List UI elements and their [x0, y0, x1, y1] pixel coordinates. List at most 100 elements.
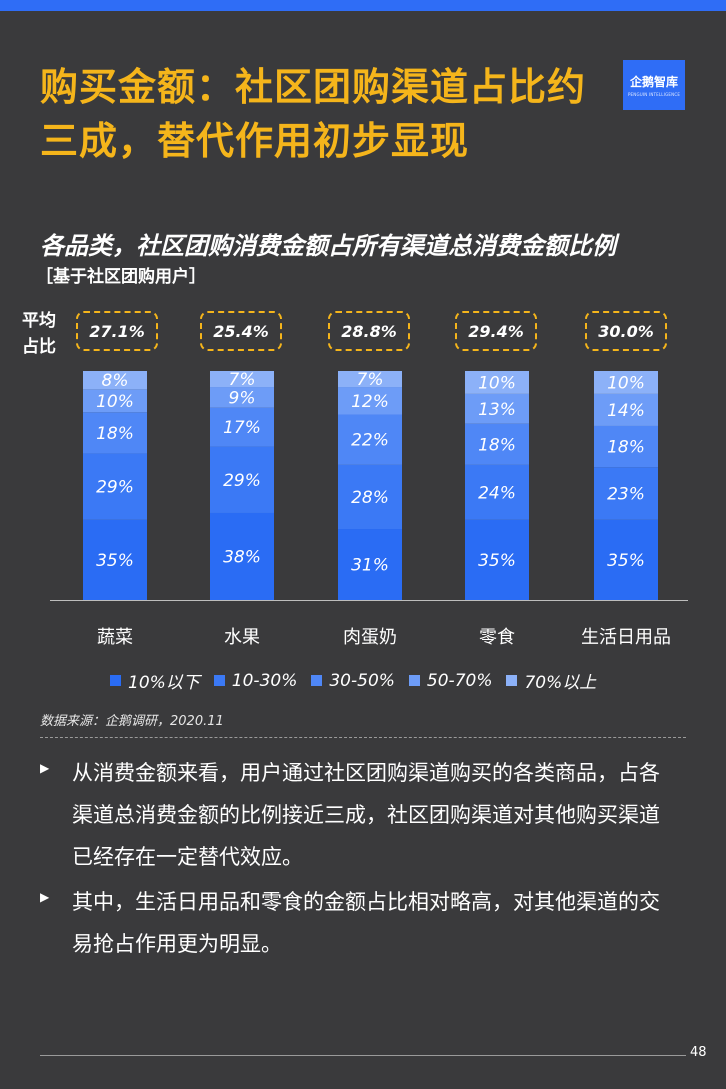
bar-segment: [338, 529, 402, 600]
data-label: 28%: [351, 488, 389, 508]
bullet-text: 从消费金额来看，用户通过社区团购渠道购买的各类商品，占各渠道总消费金额的比例接近…: [72, 761, 660, 869]
logo-subtext: PENGUIN INTELLIGENCE: [627, 92, 681, 97]
bar-segment: [465, 464, 529, 520]
legend-swatch: [110, 675, 121, 686]
bar-segment: [594, 519, 658, 600]
bullet-item: ▶ 其中，生活日用品和零食的金额占比相对略高，对其他渠道的交易抢占作用更为明显。: [40, 881, 660, 965]
category-label: 生活日用品: [581, 627, 671, 648]
bar-segment: [594, 425, 658, 468]
bar-segment: [210, 407, 274, 447]
legend-swatch: [506, 675, 518, 686]
logo-text: 企鹅智库: [629, 75, 678, 89]
data-label: 29%: [223, 471, 261, 491]
data-label: 13%: [478, 400, 516, 420]
chart-subtitle: ［基于社区团购用户］: [36, 267, 206, 287]
category-label: 蔬菜: [97, 627, 133, 648]
data-label: 22%: [351, 431, 389, 451]
legend-item: 10%以下: [110, 668, 200, 693]
data-label: 9%: [229, 388, 256, 408]
bar-segment: [210, 446, 274, 513]
legend: 10%以下 10-30% 30-50% 50-70% 70%以上: [110, 668, 596, 693]
data-label: 35%: [607, 551, 645, 571]
average-box: 27.1%: [76, 311, 158, 351]
data-label: 18%: [607, 438, 645, 458]
bar-segment: [465, 519, 529, 600]
average-value: 28.8%: [341, 321, 397, 341]
legend-label: 50-70%: [426, 670, 493, 691]
data-label: 18%: [96, 424, 134, 444]
bar-segment: [83, 519, 147, 600]
legend-label: 70%以上: [524, 673, 597, 693]
triangle-bullet-icon: ▶: [40, 761, 50, 775]
legend-label: 30-50%: [329, 670, 395, 691]
bar-segment: [465, 423, 529, 465]
bar-segment: [465, 371, 529, 394]
bar-segment: [594, 467, 658, 520]
data-label: 7%: [357, 370, 384, 390]
bar-segment: [594, 393, 658, 426]
stacked-bar-chart: 35%29%18%10%8%蔬菜38%29%17%9%7%水果31%28%22%…: [50, 370, 688, 648]
legend-swatch: [213, 675, 225, 686]
data-label: 35%: [478, 551, 516, 571]
legend-item: 70%以上: [506, 668, 596, 693]
data-label: 12%: [351, 392, 389, 412]
dashed-divider: [40, 737, 686, 738]
bar-segment: [338, 371, 402, 388]
average-value: 27.1%: [89, 321, 145, 341]
average-box: 25.4%: [200, 311, 282, 351]
data-label: 24%: [478, 483, 516, 503]
bar-segment: [338, 464, 402, 530]
triangle-bullet-icon: ▶: [40, 890, 50, 904]
footer-divider: [40, 1055, 686, 1056]
average-value: 25.4%: [213, 321, 269, 341]
legend-item: 30-50%: [311, 668, 395, 693]
bar-segment: [83, 453, 147, 520]
data-label: 10%: [96, 392, 134, 412]
data-label: 18%: [478, 435, 516, 455]
data-label: 29%: [96, 478, 134, 498]
data-label: 10%: [478, 373, 516, 393]
data-label: 17%: [223, 418, 261, 438]
bullet-item: ▶ 从消费金额来看，用户通过社区团购渠道购买的各类商品，占各渠道总消费金额的比例…: [40, 752, 660, 878]
average-box: 29.4%: [455, 311, 537, 351]
category-label: 零食: [479, 627, 515, 648]
page-number: 48: [690, 1045, 707, 1060]
bar-segment: [338, 387, 402, 415]
data-label: 31%: [351, 556, 389, 576]
data-label: 38%: [223, 547, 261, 567]
bar-segment: [338, 414, 402, 465]
data-label: 10%: [607, 373, 645, 393]
bar-segment: [594, 371, 658, 394]
legend-item: 10-30%: [213, 668, 298, 693]
data-label: 23%: [607, 485, 645, 505]
legend-label: 10-30%: [231, 670, 298, 691]
legend-label: 10%以下: [128, 673, 200, 693]
average-box: 30.0%: [585, 311, 667, 351]
category-label: 水果: [224, 627, 260, 648]
bar-segment: [83, 389, 147, 413]
top-accent-bar: [0, 0, 726, 11]
legend-swatch: [311, 675, 323, 686]
data-label: 35%: [96, 551, 134, 571]
average-box: 28.8%: [328, 311, 410, 351]
data-label: 7%: [229, 370, 256, 390]
data-label: 14%: [607, 401, 645, 421]
page-title: 购买金额：社区团购渠道占比约三成，替代作用初步显现: [40, 65, 587, 163]
logo: 企鹅智库 PENGUIN INTELLIGENCE: [623, 60, 685, 110]
average-label: 平均占比: [22, 311, 56, 357]
average-value: 30.0%: [598, 321, 654, 341]
bar-segment: [210, 387, 274, 408]
bullet-text: 其中，生活日用品和零食的金额占比相对略高，对其他渠道的交易抢占作用更为明显。: [72, 890, 660, 956]
bar-segment: [210, 371, 274, 388]
data-label: 8%: [102, 371, 129, 391]
legend-item: 50-70%: [408, 668, 493, 693]
bar-segment: [83, 412, 147, 454]
bar-segment: [210, 512, 274, 600]
data-source: 数据来源：企鹅调研，2020.11: [40, 714, 224, 729]
average-value: 29.4%: [468, 321, 524, 341]
bar-segment: [465, 393, 529, 424]
bar-segment: [83, 371, 147, 390]
chart-title: 各品类，社区团购消费金额占所有渠道总消费金额比例: [40, 232, 616, 260]
legend-swatch: [408, 675, 420, 686]
category-label: 肉蛋奶: [343, 627, 397, 648]
